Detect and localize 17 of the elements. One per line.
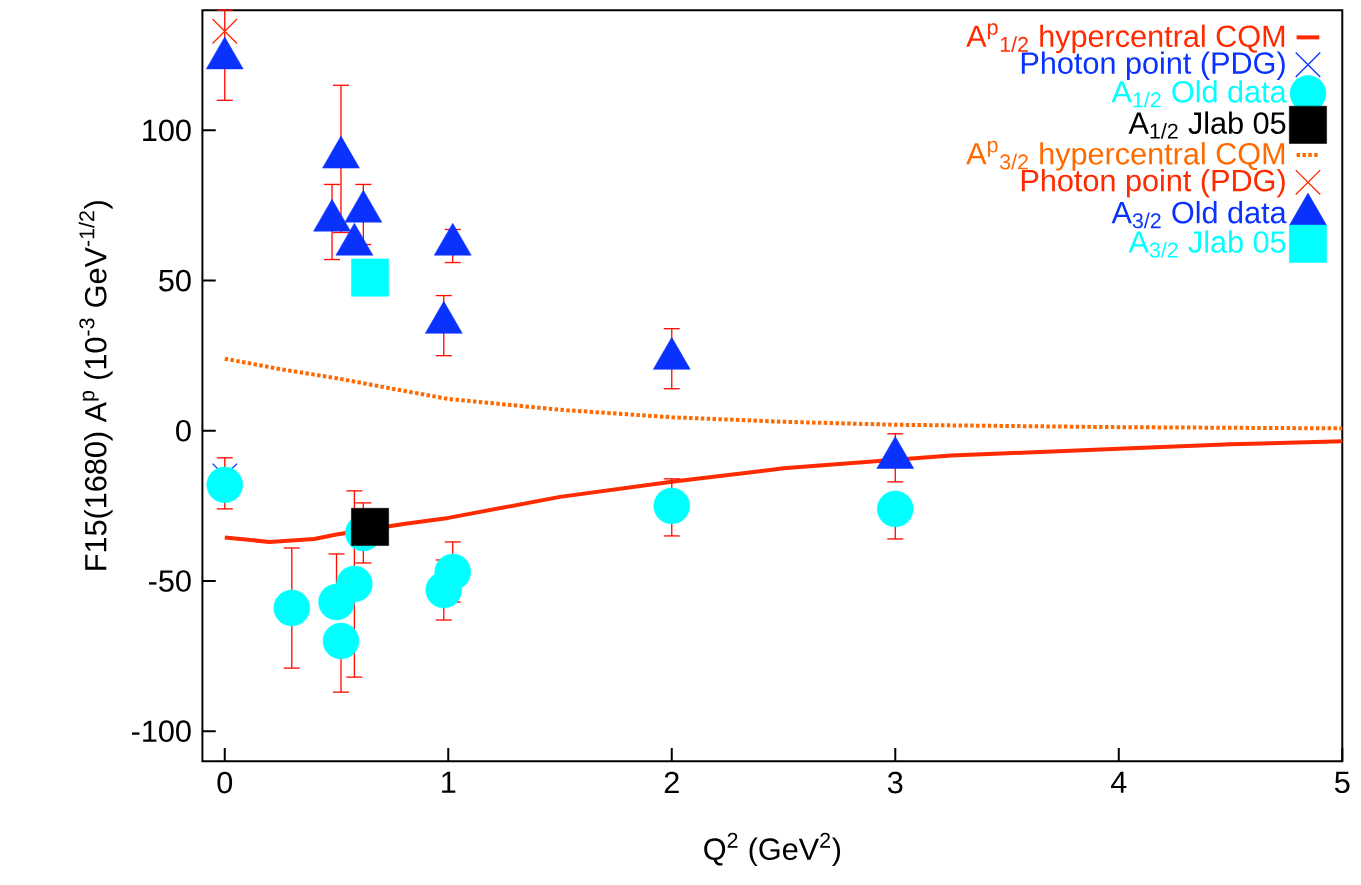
legend-label: A$_{3/2}$ Jlab 05 — [1128, 230, 1286, 258]
x-tick-label: 4 — [1110, 771, 1127, 793]
legend-label: A$_{3/2}$ Old data — [1111, 200, 1287, 229]
x-tick-label: 1 — [442, 771, 456, 793]
y-axis-title: F15(1680) A$^{p}$ (10$^{-3}$ GeV$^{-1/2}$) — [78, 201, 113, 570]
y-tick-label: -50 — [149, 570, 191, 592]
x-tick-label: 0 — [217, 771, 233, 794]
x-tick-label: 5 — [1335, 771, 1350, 794]
y-tick-label: -100 — [131, 720, 191, 742]
x-axis-title: Q$^{2}$ (GeV$^{2}$) — [704, 832, 841, 867]
y-tick-label: 0 — [176, 419, 191, 442]
legend-label: A$_{1/2}$ Jlab 05 — [1128, 111, 1286, 139]
y-tick-label: 50 — [159, 269, 191, 292]
x-tick-label: 3 — [887, 771, 903, 794]
y-tick-label: 100 — [143, 119, 191, 142]
legend-label: A$_{1/2}$ Old data — [1111, 80, 1287, 108]
x-tick-label: 2 — [664, 771, 679, 794]
